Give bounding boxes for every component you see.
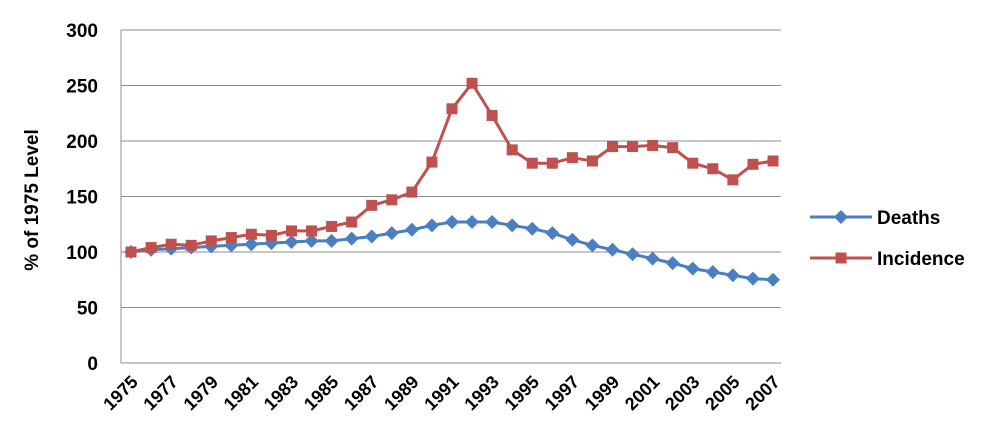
legend-label: Deaths [877,208,940,229]
data-point-incidence [426,156,438,168]
series-incidence [125,77,779,258]
data-point-deaths [685,261,700,276]
legend-item-deaths: Deaths [810,208,940,229]
axes [120,30,781,364]
data-point-deaths [384,226,399,241]
data-point-incidence [526,157,538,169]
series-lines [124,77,780,287]
y-tick-label: 150 [66,188,98,209]
data-point-deaths [364,229,379,244]
x-tick-label: 1989 [380,372,422,414]
series-deaths [124,215,780,287]
data-point-deaths [625,247,640,262]
data-point-deaths [485,215,500,230]
data-point-incidence [747,158,759,170]
data-point-incidence [225,232,237,244]
x-tick-labels: 1975197719791981198319851987198919911993… [99,372,783,414]
data-point-incidence [727,174,739,186]
data-point-incidence [687,157,699,169]
data-point-incidence [707,163,719,175]
data-point-deaths [745,271,760,286]
data-point-deaths [645,251,660,266]
legend-marker [834,210,848,224]
data-point-deaths [545,226,560,241]
data-point-incidence [165,238,177,250]
data-point-incidence [586,155,598,167]
x-tick-label: 1997 [541,372,583,414]
x-tick-label: 2003 [661,372,703,414]
series-line-deaths [130,220,774,282]
data-point-incidence [346,216,358,228]
x-tick-label: 1993 [460,372,502,414]
data-point-deaths [445,215,459,230]
data-point-incidence [185,239,197,251]
x-tick-label: 2007 [741,372,783,414]
x-tick-label: 1983 [260,372,302,414]
data-point-incidence [546,157,558,169]
legend-marker [835,252,847,264]
data-point-incidence [566,152,578,164]
data-point-deaths [465,215,480,230]
data-point-deaths [565,232,580,247]
data-point-deaths [585,238,600,253]
data-point-incidence [446,103,458,115]
data-point-incidence [366,199,378,211]
data-point-deaths [304,233,319,248]
x-tick-label: 1985 [300,372,342,414]
data-point-deaths [665,256,680,271]
data-point-incidence [125,246,137,258]
y-tick-label: 100 [66,243,98,264]
x-tick-label: 1975 [99,372,141,414]
x-tick-label: 1999 [581,372,623,414]
data-point-deaths [725,268,740,283]
x-tick-label: 1981 [220,372,262,414]
data-point-incidence [466,77,478,89]
y-tick-label: 300 [66,21,98,42]
x-tick-label: 1977 [139,372,181,414]
x-tick-label: 1979 [180,372,222,414]
legend: Deaths Incidence [810,208,965,270]
data-point-deaths [324,233,339,248]
x-tick-label: 2005 [701,372,743,414]
data-point-incidence [265,229,277,241]
data-point-incidence [326,220,338,232]
y-tick-labels: 0 50 100 150 200 250 300 [66,21,98,375]
y-axis-label: % of 1975 Level [22,129,43,271]
y-tick-label: 200 [66,132,98,153]
x-tick-label: 1995 [501,372,543,414]
y-tick-label: 250 [66,77,98,98]
data-point-incidence [607,141,618,153]
legend-label: Incidence [877,249,965,270]
data-point-deaths [766,272,780,287]
data-point-incidence [205,235,217,247]
data-point-deaths [404,222,419,237]
data-point-incidence [406,186,418,198]
x-tick-label: 2001 [621,372,663,414]
data-point-deaths [605,242,620,257]
data-point-deaths [424,218,439,233]
data-point-incidence [767,155,779,167]
data-point-incidence [647,139,659,151]
data-point-incidence [145,242,157,254]
data-point-deaths [705,264,720,279]
x-tick-label: 1991 [420,372,462,414]
data-point-deaths [244,237,259,252]
data-point-deaths [505,218,520,233]
data-point-incidence [386,194,398,206]
data-point-incidence [486,109,498,121]
legend-item-incidence: Incidence [810,249,965,270]
x-tick-label: 1987 [340,372,382,414]
y-tick-label: 50 [77,299,98,320]
data-point-deaths [344,231,359,246]
data-point-incidence [306,225,318,237]
data-point-incidence [506,144,518,156]
data-point-deaths [284,235,299,250]
data-point-incidence [627,141,639,153]
data-point-deaths [525,221,540,236]
data-point-incidence [286,225,297,237]
y-tick-label: 0 [87,354,98,375]
data-point-incidence [245,228,257,240]
data-point-incidence [667,142,679,154]
